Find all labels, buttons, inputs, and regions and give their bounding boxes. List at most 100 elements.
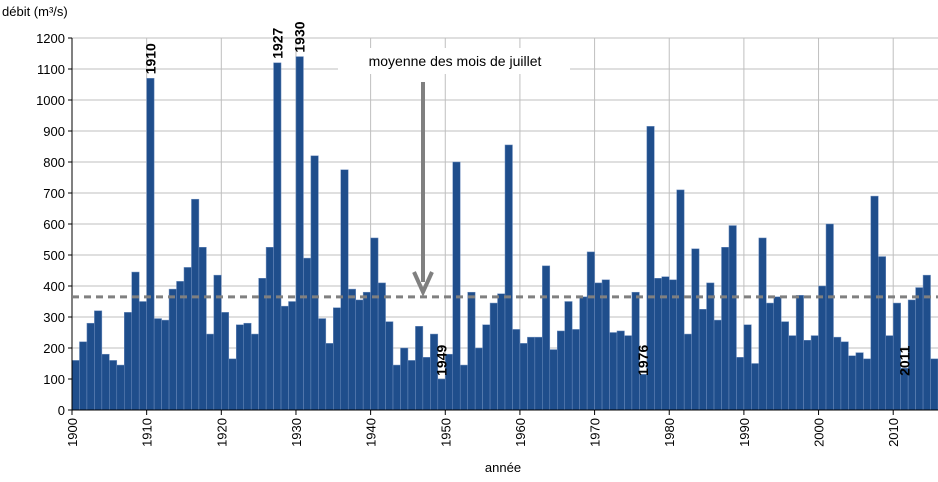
bar	[676, 189, 685, 411]
y-tick-label: 500	[43, 248, 65, 263]
bar	[400, 347, 409, 411]
bar	[243, 322, 252, 411]
bar	[512, 329, 521, 411]
bar	[385, 321, 394, 411]
bar	[616, 330, 625, 411]
bar	[713, 319, 722, 411]
bar	[915, 287, 924, 411]
bar	[795, 295, 804, 411]
y-tick-label: 700	[43, 186, 65, 201]
annotation: 1949	[434, 345, 450, 376]
bar	[131, 271, 140, 411]
bar	[870, 195, 879, 411]
bar	[168, 288, 177, 411]
bar	[273, 62, 282, 411]
bar	[459, 364, 468, 411]
x-tick-label: 2010	[886, 418, 901, 447]
annotation: 1976	[635, 345, 651, 376]
bar	[878, 256, 886, 411]
bar	[288, 301, 297, 411]
bar	[482, 324, 491, 411]
bar	[668, 279, 677, 411]
bar	[221, 312, 230, 411]
annotation: 1927	[269, 27, 285, 58]
bar	[594, 282, 603, 411]
mean-label: moyenne des mois de juillet	[369, 53, 542, 69]
x-tick-label: 1990	[737, 418, 752, 447]
bar	[235, 324, 244, 411]
bar	[825, 223, 834, 411]
bar	[766, 302, 775, 411]
bar	[467, 291, 476, 411]
bar	[138, 301, 147, 411]
bar	[721, 247, 730, 411]
bar	[265, 247, 274, 411]
y-tick-label: 0	[58, 403, 65, 418]
y-tick-label: 900	[43, 124, 65, 139]
bar	[370, 237, 379, 411]
bar	[355, 299, 364, 411]
x-tick-label: 1980	[662, 418, 677, 447]
bar	[534, 336, 543, 411]
bar	[310, 155, 319, 411]
x-tick-label: 1900	[65, 418, 80, 447]
bar	[527, 336, 536, 411]
bar	[333, 307, 342, 411]
bar	[86, 322, 95, 411]
bar	[683, 333, 692, 411]
bar	[437, 378, 446, 411]
bar	[691, 248, 700, 411]
x-tick-label: 1920	[214, 418, 229, 447]
bar	[549, 349, 558, 411]
bar	[422, 357, 431, 411]
bar	[743, 324, 752, 411]
bar	[736, 357, 745, 411]
bar	[318, 318, 327, 411]
x-tick-label: 1960	[513, 418, 528, 447]
bar	[340, 169, 349, 411]
bar	[79, 341, 88, 411]
bar	[773, 296, 782, 411]
bar	[601, 279, 610, 411]
x-axis-label: année	[485, 460, 521, 475]
bar	[863, 358, 872, 411]
bar	[557, 330, 565, 411]
y-tick-label: 1000	[36, 93, 65, 108]
bar	[407, 360, 416, 411]
bar	[564, 301, 573, 411]
bar	[347, 288, 356, 411]
bar	[780, 321, 789, 411]
bar	[489, 302, 498, 411]
bar	[415, 326, 424, 411]
bar	[833, 336, 842, 411]
y-tick-label: 100	[43, 372, 65, 387]
bar	[497, 293, 506, 411]
bar	[206, 333, 215, 411]
bar	[198, 247, 207, 411]
y-axis-label: débit (m³/s)	[2, 4, 68, 19]
x-tick-label: 1910	[140, 418, 155, 447]
bar	[280, 305, 289, 411]
bar	[474, 347, 483, 411]
bar	[71, 360, 80, 411]
x-tick-label: 2000	[812, 418, 827, 447]
bar	[855, 352, 864, 411]
bar	[885, 335, 894, 411]
bar	[930, 358, 938, 411]
bar	[161, 319, 170, 411]
annotation: 2011	[896, 345, 912, 376]
bar	[250, 333, 259, 411]
bar	[325, 343, 334, 411]
y-tick-label: 1200	[36, 31, 65, 46]
bar	[109, 360, 118, 411]
annotation: 1930	[292, 21, 308, 52]
bar	[624, 335, 633, 411]
bar	[758, 237, 767, 411]
bar	[504, 144, 513, 411]
bar	[377, 282, 386, 411]
bar	[803, 340, 812, 411]
bar	[706, 282, 715, 411]
bar	[191, 198, 200, 411]
bar	[609, 332, 618, 411]
